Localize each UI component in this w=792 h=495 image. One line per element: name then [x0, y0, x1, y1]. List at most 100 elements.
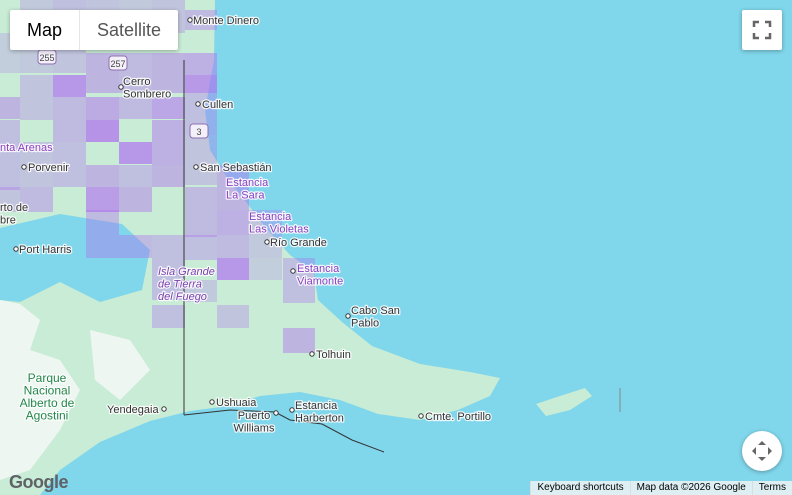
- heatmap-cell: [86, 120, 119, 142]
- satellite-button[interactable]: Satellite: [97, 20, 162, 40]
- heatmap-cell: [152, 120, 185, 165]
- place-label: Sombrero: [123, 89, 171, 101]
- snow: [0, 300, 80, 480]
- place-label: La Sara: [226, 190, 265, 202]
- camera-icon: [752, 441, 772, 461]
- logo: Google: [9, 472, 69, 492]
- place-label: Nacional: [24, 384, 71, 398]
- heatmap-cell: [86, 165, 119, 187]
- heatmap-cell: [217, 258, 249, 280]
- island: [536, 388, 592, 416]
- place-label: Estancia: [226, 177, 269, 189]
- place-label: Agostini: [26, 409, 69, 423]
- heatmap-cell: [283, 328, 315, 353]
- place-label: Ushuaia: [216, 397, 257, 409]
- road-shield: [108, 55, 128, 71]
- heatmap-cell: [0, 97, 20, 119]
- place-label: bre: [0, 215, 16, 227]
- place-label: Río Grande: [270, 237, 327, 249]
- place-label: Estancia: [249, 211, 292, 223]
- place-label: del Fuego: [158, 291, 207, 303]
- place-label: Las Violetas: [249, 224, 309, 236]
- place-label: Cullen: [202, 99, 233, 111]
- bay: [0, 214, 150, 302]
- heatmap-cell: [119, 97, 152, 119]
- place-label: Puerto: [238, 410, 270, 422]
- heatmap-cell: [185, 53, 217, 93]
- place-label: Cerro: [123, 76, 151, 88]
- fullscreen-icon: [752, 20, 772, 40]
- heatmap-cell: [119, 235, 152, 258]
- heatmap-cell: [152, 53, 185, 93]
- place-dot: [13, 246, 19, 252]
- road-shield: [37, 49, 57, 65]
- place-dot: [21, 164, 27, 170]
- footer: Keyboard shortcuts Map data ©2026 Google…: [530, 481, 792, 495]
- place-dot: [345, 313, 351, 319]
- place-label: Estancia: [295, 400, 338, 412]
- heatmap-cell: [217, 165, 249, 210]
- place-label: Porvenir: [28, 162, 69, 174]
- heatmap-cell: [20, 187, 53, 212]
- heatmap-cell: [249, 235, 282, 258]
- keyboard-shortcuts[interactable]: Keyboard shortcuts: [530, 481, 629, 495]
- place-label: Harberton: [295, 413, 344, 425]
- map-data: Map data ©2026 Google: [629, 481, 752, 495]
- road-shield-label: 255: [39, 53, 54, 63]
- heatmap-cell: [152, 97, 185, 119]
- place-label: Port Harris: [19, 244, 72, 256]
- heatmap-cell: [185, 280, 217, 302]
- terms[interactable]: Terms: [751, 481, 792, 495]
- map-type-control: Map Satellite: [10, 10, 179, 50]
- place-dot: [195, 101, 201, 107]
- place-dot: [187, 17, 193, 23]
- heatmap-cell: [283, 258, 315, 303]
- place-dot: [418, 413, 424, 419]
- road-shield: [189, 123, 209, 139]
- map-button[interactable]: Map: [10, 10, 81, 50]
- place-label: Monte Dinero: [193, 15, 259, 27]
- heatmap-cell: [20, 142, 53, 187]
- camera-control[interactable]: [742, 431, 782, 471]
- place-dot: [289, 407, 295, 413]
- heatmap-cell: [86, 210, 119, 258]
- heatmap-cell: [185, 235, 217, 260]
- place-label: rto de: [0, 202, 28, 214]
- heatmap-cell: [53, 142, 86, 187]
- heatmap-cell: [119, 165, 152, 187]
- fullscreen-button[interactable]: [742, 10, 782, 50]
- place-label: Yendegaia: [107, 404, 159, 416]
- place-dot: [290, 268, 296, 274]
- place-dot: [264, 239, 270, 245]
- heatmap-cell: [119, 142, 152, 164]
- heatmap-cell: [0, 187, 20, 212]
- border: [183, 409, 385, 453]
- heatmap-cell: [0, 120, 20, 190]
- place-label: Isla Grande: [158, 266, 215, 278]
- heatmap-cell: [217, 235, 249, 258]
- place-label: Cabo San: [351, 305, 400, 317]
- heatmap-cell: [249, 258, 282, 280]
- place-dot: [118, 84, 124, 90]
- heatmap-cell: [152, 305, 185, 328]
- place-label: Tolhuin: [316, 349, 351, 361]
- place-label: Viamonte: [297, 276, 343, 288]
- place-dot: [161, 406, 167, 412]
- heatmap-cell: [86, 97, 119, 142]
- heatmap-cell: [249, 210, 282, 235]
- place-label: Estancia: [297, 263, 340, 275]
- place-dot: [193, 164, 199, 170]
- heatmap-cell: [217, 210, 249, 235]
- place-label: Parque: [28, 371, 67, 385]
- heatmap-cell: [86, 187, 119, 212]
- place-label: nta Arenas: [0, 142, 53, 154]
- heatmap-cell: [152, 235, 185, 300]
- snow: [90, 330, 150, 400]
- place-dot: [273, 410, 279, 416]
- heatmap-cell: [185, 10, 217, 30]
- road-shield-label: 3: [196, 127, 201, 137]
- place-label: Alberto de: [20, 396, 75, 410]
- heatmap-cell: [152, 165, 185, 187]
